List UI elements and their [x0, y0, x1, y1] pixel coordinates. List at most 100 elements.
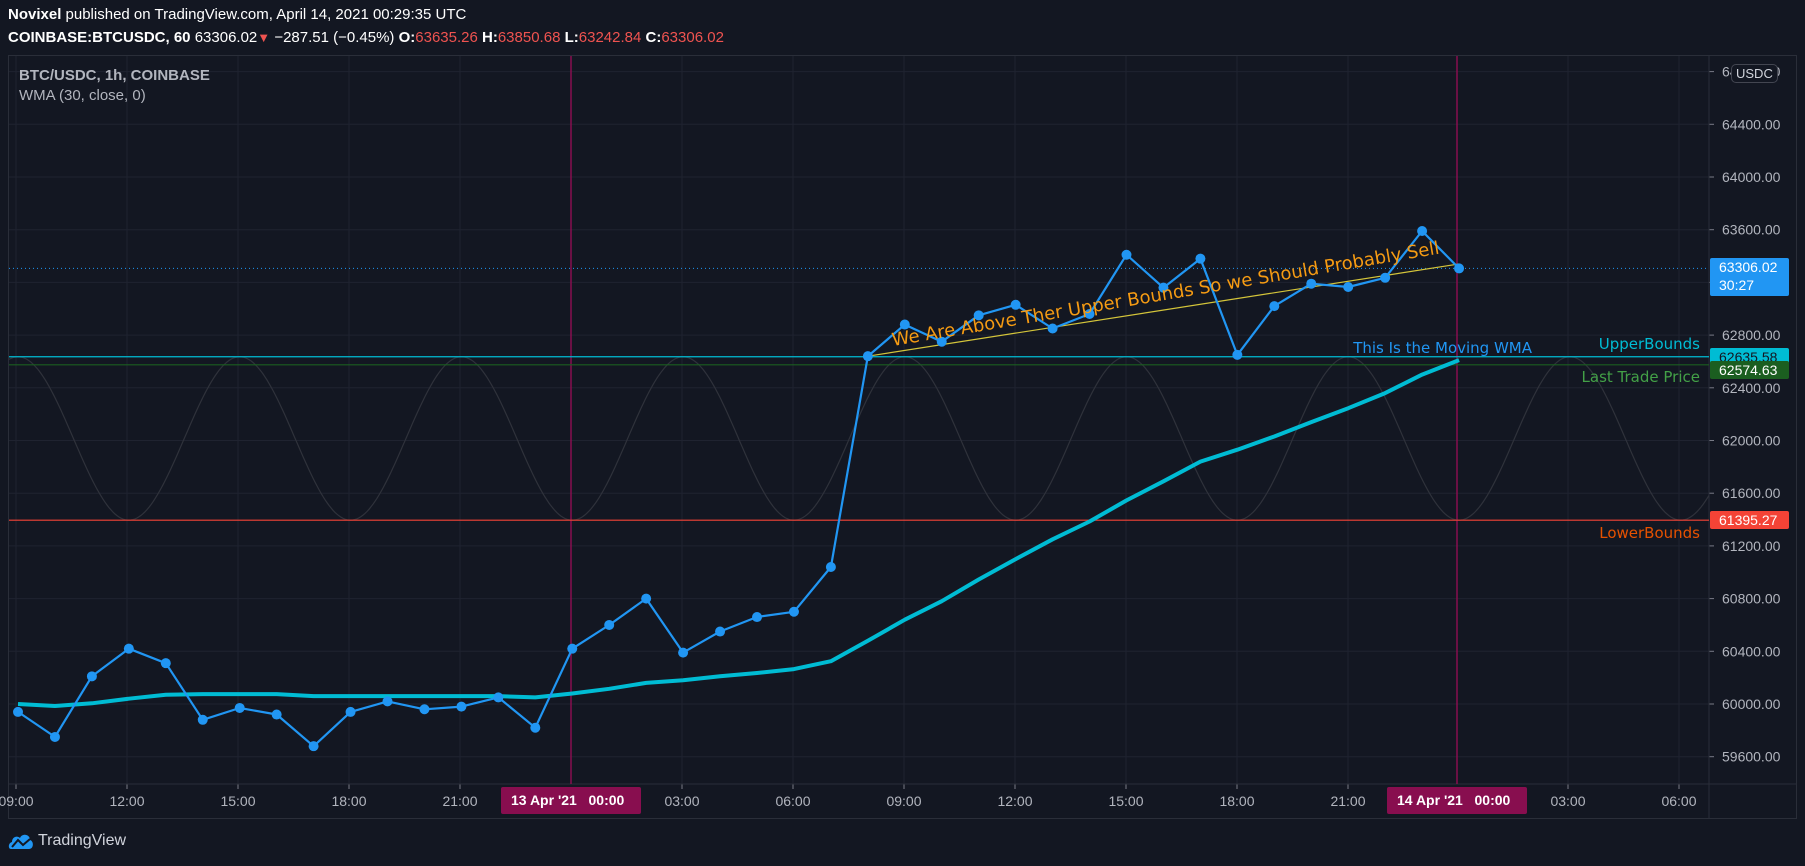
price-data-point: [567, 643, 578, 654]
indicator-legend[interactable]: WMA (30, close, 0): [19, 87, 146, 104]
high-value: 63850.68: [497, 29, 561, 46]
trend-line: [867, 263, 1460, 357]
price-data-point: [1232, 349, 1243, 360]
publish-text: published on TradingView.com, April 14, …: [65, 6, 467, 23]
price-data-point: [1454, 263, 1465, 274]
open-value: 63635.26: [415, 29, 478, 46]
price-data-point: [678, 647, 689, 658]
price-data-point: [456, 701, 467, 712]
price-data-point: [862, 351, 873, 362]
price-data-point: [271, 709, 282, 720]
time-tick-label: 06:00: [1661, 793, 1696, 809]
price-data-point: [197, 714, 208, 725]
price-data-point: [86, 671, 97, 682]
price-data-point: [1121, 249, 1132, 260]
price-data-point: [1343, 282, 1354, 293]
date-time-label: 13 Apr '21 00:00: [501, 787, 641, 814]
time-tick-label: 18:00: [331, 793, 366, 809]
price-data-point: [13, 706, 23, 717]
price-tick-label: 64400.00: [1722, 116, 1781, 132]
time-tick-label: 12:00: [109, 793, 144, 809]
time-tick-label: 15:00: [1108, 793, 1143, 809]
symbol-label: COINBASE:BTCUSDC, 60: [8, 29, 191, 46]
time-tick-label: 06:00: [775, 793, 810, 809]
price-data-point: [641, 593, 652, 604]
time-tick-label: 18:00: [1219, 793, 1254, 809]
tradingview-cloud-icon: [8, 834, 33, 849]
last-price: 63306.02: [194, 29, 258, 46]
logo-text: TradingView: [38, 832, 127, 849]
high-label: H:: [482, 29, 498, 46]
price-change: −287.51 (−0.45%): [274, 29, 395, 46]
author-name: Novixel: [8, 6, 62, 23]
price-data-point: [49, 731, 60, 742]
plot-area: We Are Above Ther Upper Bounds So we Sho…: [9, 56, 1709, 784]
lower-bounds-label: LowerBounds: [1599, 524, 1700, 542]
upper-bounds-label: UpperBounds: [1599, 335, 1700, 353]
price-data-point: [419, 704, 430, 715]
price-data-point: [234, 702, 245, 713]
time-tick-label: 09:00: [886, 793, 921, 809]
sine-wave-line: [9, 356, 1709, 521]
time-tick-label: 21:00: [1330, 793, 1365, 809]
price-data-point: [345, 706, 356, 717]
price-tick-label: 60400.00: [1722, 643, 1781, 659]
price-data-point: [1084, 309, 1095, 320]
wma-line: [17, 358, 1460, 708]
low-value: 63242.84: [578, 29, 642, 46]
time-tick-label: 15:00: [220, 793, 255, 809]
tradingview-logo[interactable]: TradingView: [8, 831, 126, 851]
price-tick-label: 60800.00: [1722, 591, 1781, 607]
lower-bound-price-label: 61395.27: [1710, 511, 1789, 530]
price-data-point: [936, 336, 947, 347]
price-tick-label: 62400.00: [1722, 380, 1781, 396]
price-data-point: [1380, 272, 1391, 283]
price-data-point: [493, 692, 504, 703]
current-price-label: 63306.02 30:27: [1710, 258, 1789, 297]
wma-annotation-text: This Is the Moving WMA: [1352, 339, 1533, 357]
current-price-value: 63306.02: [1719, 259, 1778, 276]
price-data-point: [715, 626, 726, 637]
price-tick-label: 64000.00: [1722, 169, 1781, 185]
price-data-point: [1417, 226, 1428, 237]
price-data-point: [973, 310, 984, 321]
bar-countdown: 30:27: [1719, 277, 1755, 294]
price-data-point: [604, 619, 615, 630]
price-tick-label: 60000.00: [1722, 696, 1781, 712]
time-tick-label: 21:00: [442, 793, 477, 809]
price-tick-label: 63600.00: [1722, 222, 1781, 238]
price-tick-label: 61200.00: [1722, 538, 1781, 554]
time-tick-label: 03:00: [664, 793, 699, 809]
last-trade-price-label: Last Trade Price: [1582, 368, 1700, 386]
price-data-point: [899, 319, 910, 330]
time-tick-label: 03:00: [1550, 793, 1585, 809]
price-data-point: [752, 612, 762, 623]
close-label: C:: [645, 29, 662, 46]
ohlc-bar: COINBASE:BTCUSDC, 60 63306.02▼ −287.51 (…: [8, 29, 724, 46]
price-data-point: [160, 658, 171, 669]
chart-legend-title: BTC/USDC, 1h, COINBASE: [19, 67, 210, 84]
down-arrow-icon: ▼: [257, 30, 271, 45]
publish-info: Novixel published on TradingView.com, Ap…: [8, 6, 466, 23]
price-data-point: [382, 696, 393, 707]
close-value: 63306.02: [661, 29, 724, 46]
price-data-point: [1195, 253, 1206, 264]
price-data-point: [825, 561, 836, 572]
price-data-point: [1269, 301, 1280, 312]
price-data-point: [788, 606, 799, 617]
price-line: [17, 229, 1460, 748]
price-data-point: [1010, 299, 1021, 310]
price-data-point: [530, 722, 541, 733]
low-label: L:: [564, 29, 579, 46]
time-tick-label: 09:00: [0, 793, 34, 809]
sell-annotation-text: We Are Above Ther Upper Bounds So we Sho…: [890, 238, 1441, 351]
price-tick-label: 62800.00: [1722, 327, 1781, 343]
price-data-point: [1158, 282, 1169, 293]
last-trade-price-value-label: 62574.63: [1710, 361, 1789, 380]
currency-badge[interactable]: USDC: [1731, 64, 1778, 83]
chart-frame: [8, 55, 1797, 819]
price-data-point: [123, 643, 134, 654]
date-time-label: 14 Apr '21 00:00: [1387, 787, 1527, 814]
price-tick-label: 61600.00: [1722, 485, 1781, 501]
